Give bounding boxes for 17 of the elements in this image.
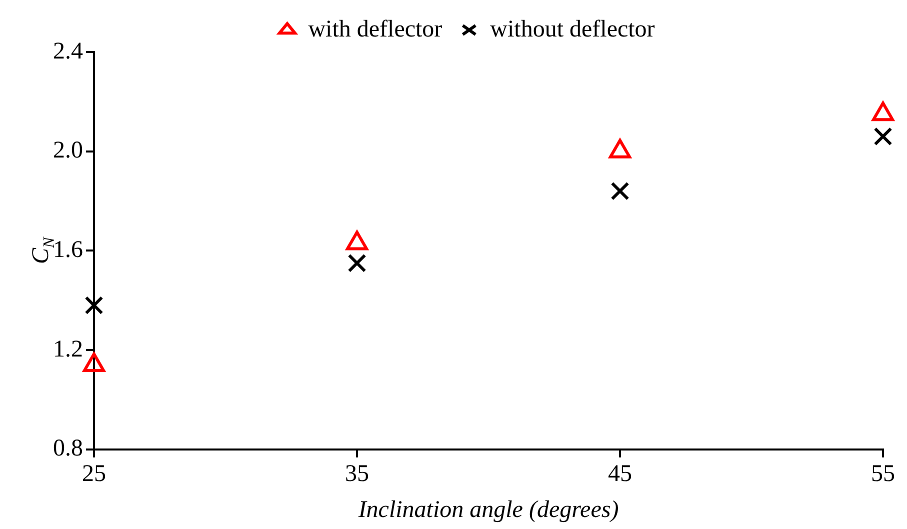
x-tick-label: 35 (345, 461, 369, 488)
y-tick-label: 2.4 (53, 38, 83, 64)
y-tick-label: 2.0 (53, 138, 83, 164)
y-tick-label: 1.6 (53, 236, 83, 263)
y-tick-label: 1.2 (53, 336, 83, 362)
x-tick-label: 25 (82, 461, 106, 488)
y-tick-label: 0.8 (53, 436, 83, 462)
point (348, 254, 366, 272)
point (610, 182, 630, 200)
legend-label: without deflector (490, 16, 655, 42)
point (872, 102, 894, 122)
point (84, 296, 104, 315)
legend-label: with deflector (308, 16, 442, 42)
x-axis-title: Inclination angle (degrees) (357, 496, 619, 523)
x-tick-label: 45 (608, 461, 632, 488)
point (608, 138, 632, 158)
x-tick-label: 55 (871, 461, 895, 488)
